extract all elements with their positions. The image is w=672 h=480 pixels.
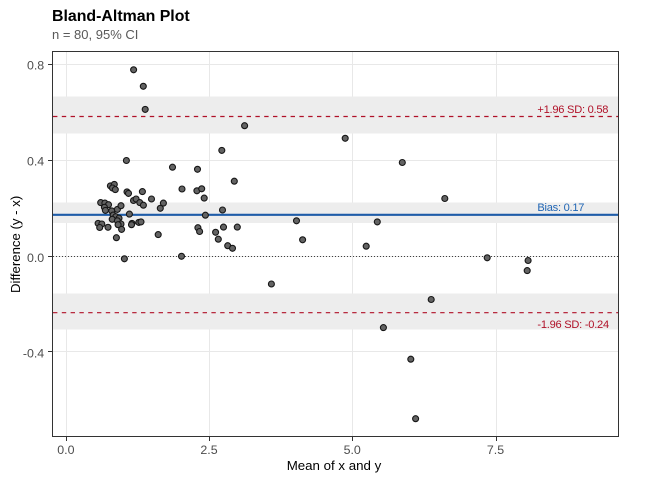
- svg-text:-0.4: -0.4: [23, 346, 44, 360]
- svg-text:0.8: 0.8: [27, 59, 44, 73]
- svg-text:0.4: 0.4: [27, 155, 44, 169]
- svg-text:Mean of x and y: Mean of x and y: [287, 458, 382, 473]
- svg-text:5.0: 5.0: [344, 443, 361, 457]
- svg-text:0.0: 0.0: [27, 251, 44, 265]
- svg-text:2.5: 2.5: [200, 443, 217, 457]
- svg-text:Bias: 0.17: Bias: 0.17: [537, 202, 584, 214]
- svg-text:0.0: 0.0: [57, 443, 74, 457]
- svg-text:7.5: 7.5: [487, 443, 504, 457]
- svg-text:n = 80, 95% CI: n = 80, 95% CI: [52, 27, 138, 42]
- svg-text:-1.96 SD: -0.24: -1.96 SD: -0.24: [537, 319, 609, 331]
- svg-text:+1.96 SD: 0.58: +1.96 SD: 0.58: [537, 104, 608, 116]
- svg-text:Bland-Altman Plot: Bland-Altman Plot: [52, 8, 190, 25]
- svg-text:Difference (y - x): Difference (y - x): [8, 196, 23, 293]
